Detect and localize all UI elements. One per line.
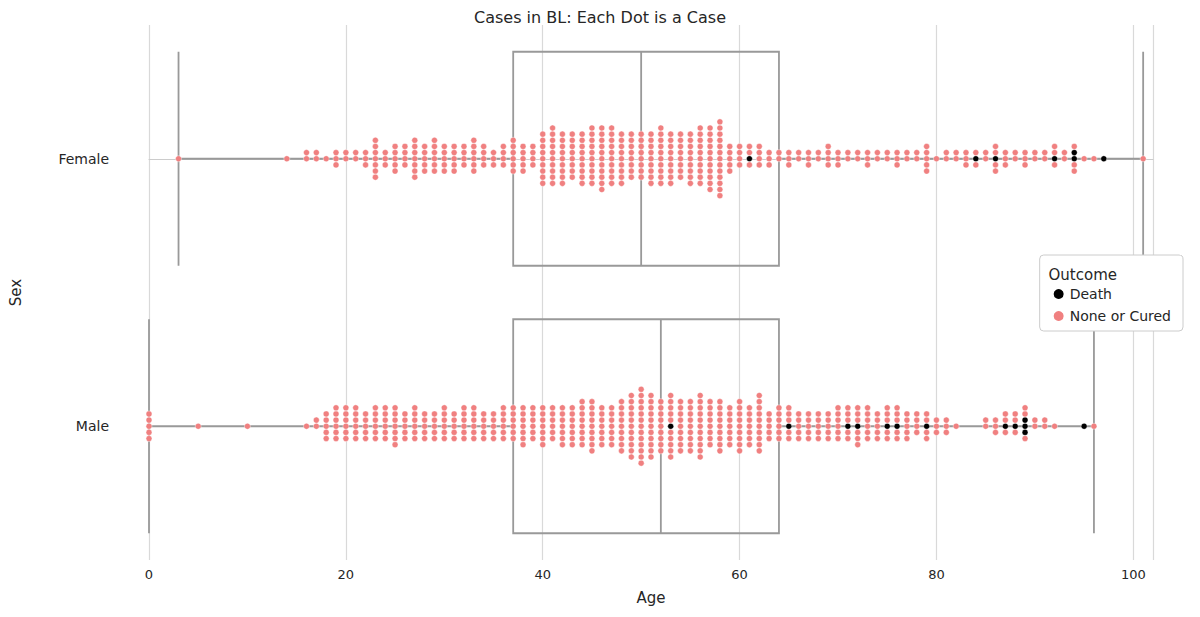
svg-text:40: 40: [534, 567, 551, 582]
svg-text:Sex: Sex: [7, 279, 25, 306]
svg-text:100: 100: [1121, 567, 1146, 582]
svg-text:0: 0: [145, 567, 153, 582]
svg-text:Male: Male: [76, 418, 109, 434]
svg-text:None or Cured: None or Cured: [1070, 308, 1171, 324]
svg-text:Female: Female: [58, 151, 109, 167]
svg-text:Death: Death: [1070, 286, 1112, 302]
svg-text:60: 60: [731, 567, 748, 582]
svg-text:Age: Age: [636, 589, 665, 607]
svg-text:Cases in BL: Each Dot is a Cas: Cases in BL: Each Dot is a Case: [474, 8, 726, 27]
svg-text:80: 80: [928, 567, 945, 582]
svg-text:Outcome: Outcome: [1049, 266, 1117, 284]
svg-text:20: 20: [338, 567, 355, 582]
